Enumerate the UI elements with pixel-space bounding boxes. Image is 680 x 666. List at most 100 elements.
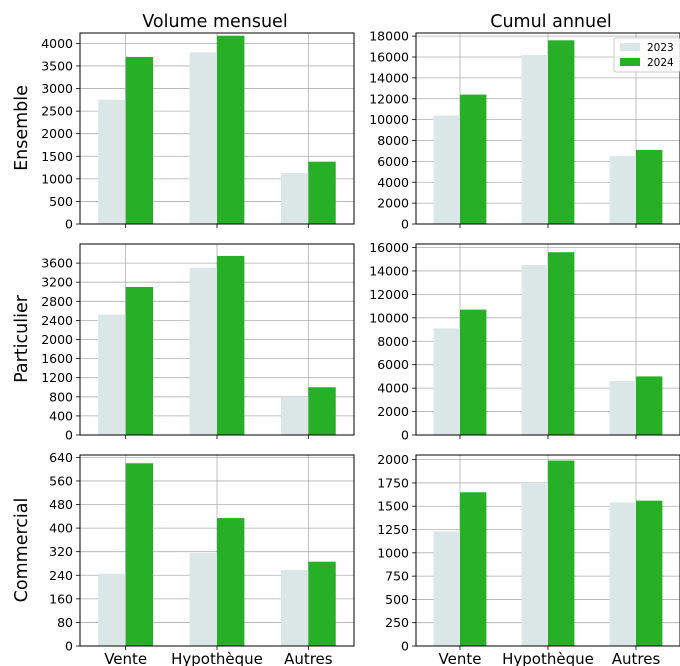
- y-tick-label: 1750: [377, 475, 409, 490]
- y-tick-label: 2000: [377, 404, 409, 419]
- y-tick-label: 640: [49, 450, 73, 465]
- bar-2023-Vente: [433, 328, 460, 435]
- y-tick-label: 18000: [369, 29, 409, 44]
- y-tick-label: 0: [401, 639, 409, 654]
- y-tick-label: 400: [49, 521, 73, 536]
- axes-frame: [415, 454, 680, 647]
- bar-2023-Hypothèque: [521, 482, 548, 646]
- bar-2023-Autres: [609, 381, 636, 435]
- y-tick-label: 16000: [369, 50, 409, 65]
- y-tick-label: 1500: [41, 149, 73, 164]
- legend: 2023 2024: [613, 37, 680, 73]
- y-tick-label: 1250: [377, 522, 409, 537]
- axes-frame: [79, 32, 355, 225]
- axes-frame: [79, 243, 355, 436]
- bar-2024-Autres: [636, 500, 663, 646]
- bar-2023-Autres: [280, 172, 309, 224]
- bar-2023-Vente: [433, 531, 460, 646]
- y-tick-label: 12000: [369, 91, 409, 106]
- bar-2024-Autres: [308, 561, 336, 646]
- y-tick-label: 12000: [369, 287, 409, 302]
- bar-2024-Autres: [636, 149, 663, 224]
- bar-2024-Autres: [308, 161, 336, 224]
- bar-2023-Autres: [280, 569, 309, 646]
- panel-0-0: 0 500 1000 1500 2000 2500 3000 3500 4000: [41, 32, 355, 232]
- bar-2023-Autres: [609, 156, 636, 224]
- panel-2-1: 0 250 500 750 1000 1250 1500 1750 2000 Vente Hypot…: [377, 452, 680, 666]
- y-tick-label: 4000: [377, 175, 409, 190]
- row-label-particulier: Particulier: [12, 294, 32, 383]
- y-tick-label: 2000: [41, 332, 73, 347]
- bar-2023-Vente: [98, 314, 126, 435]
- y-tick-label: 1200: [41, 370, 73, 385]
- y-tick-label: 0: [65, 428, 73, 443]
- y-tick-label: 500: [385, 592, 409, 607]
- bar-2023-Hypothèque: [521, 54, 548, 225]
- panel-1-0: 0 400 800 1200 1600 2000 2400 2800 3200 3600: [41, 243, 355, 443]
- y-tick-label: 320: [49, 544, 73, 559]
- y-tick-label: 0: [65, 217, 73, 232]
- y-tick-label: 2800: [41, 294, 73, 309]
- y-tick-label: 2500: [41, 104, 73, 119]
- y-tick-label: 6000: [377, 357, 409, 372]
- row-label-ensemble: Ensemble: [12, 85, 32, 171]
- bar-2024-Autres: [636, 376, 663, 435]
- y-tick-label: 2000: [377, 452, 409, 467]
- y-tick-label: 250: [385, 615, 409, 630]
- y-tick-label: 1500: [377, 499, 409, 514]
- y-tick-label: 8000: [377, 133, 409, 148]
- bar-2024-Hypothèque: [548, 460, 575, 646]
- y-tick-label: 0: [65, 639, 73, 654]
- y-tick-label: 3600: [41, 256, 73, 271]
- bar-2024-Vente: [460, 492, 487, 646]
- y-tick-label: 160: [49, 591, 73, 606]
- bar-2024-Hypothèque: [217, 518, 245, 646]
- y-tick-label: 80: [57, 615, 73, 630]
- y-tick-label: 500: [49, 194, 73, 209]
- x-tick-label: Vente: [439, 650, 482, 666]
- y-tick-label: 6000: [377, 154, 409, 169]
- x-tick-label: Hypothèque: [502, 650, 594, 666]
- bar-2024-Hypothèque: [217, 35, 245, 224]
- bar-2023-Autres: [609, 502, 636, 646]
- panel-2-0: 0 80 160 240 320 400 480 560 640 Vente Hypothèque A…: [49, 450, 355, 666]
- legend-swatch-2023: [620, 43, 640, 51]
- y-tick-label: 10000: [369, 310, 409, 325]
- bar-2023-Vente: [98, 99, 126, 224]
- bar-2024-Hypothèque: [548, 252, 575, 435]
- y-tick-label: 3500: [41, 58, 73, 73]
- x-tick-label: Autres: [284, 650, 333, 666]
- bar-2024-Vente: [460, 309, 487, 435]
- legend-label-2023: 2023: [647, 42, 674, 54]
- y-tick-label: 8000: [377, 334, 409, 349]
- bar-2024-Vente: [125, 56, 154, 224]
- bar-2023-Hypothèque: [521, 265, 548, 435]
- y-tick-label: 4000: [377, 381, 409, 396]
- y-tick-label: 800: [49, 389, 73, 404]
- chart-panels: 0500100015002000250030003500400002000400…: [41, 29, 680, 666]
- y-tick-label: 1000: [41, 171, 73, 186]
- y-tick-label: 14000: [369, 263, 409, 278]
- bar-2023-Hypothèque: [189, 553, 217, 646]
- y-tick-label: 400: [49, 408, 73, 423]
- bar-2024-Vente: [460, 94, 487, 225]
- axes-frame: [79, 454, 355, 647]
- y-tick-label: 1000: [377, 545, 409, 560]
- y-tick-label: 10000: [369, 112, 409, 127]
- y-tick-label: 3000: [41, 81, 73, 96]
- y-tick-label: 750: [385, 569, 409, 584]
- column-title-left: Volume mensuel: [142, 12, 287, 32]
- bar-2023-Hypothèque: [189, 267, 217, 435]
- bar-2024-Autres: [308, 387, 336, 435]
- bar-2023-Vente: [433, 115, 460, 224]
- y-tick-label: 3200: [41, 275, 73, 290]
- y-tick-label: 240: [49, 568, 73, 583]
- x-tick-label: Vente: [104, 650, 147, 666]
- y-tick-label: 560: [49, 473, 73, 488]
- y-tick-label: 2400: [41, 313, 73, 328]
- y-tick-label: 480: [49, 497, 73, 512]
- bar-2023-Autres: [280, 396, 309, 435]
- panel-0-1: 0 2000 4000 6000 8000 10000 12000 14000 16000 180…: [369, 29, 680, 232]
- y-tick-label: 16000: [369, 240, 409, 255]
